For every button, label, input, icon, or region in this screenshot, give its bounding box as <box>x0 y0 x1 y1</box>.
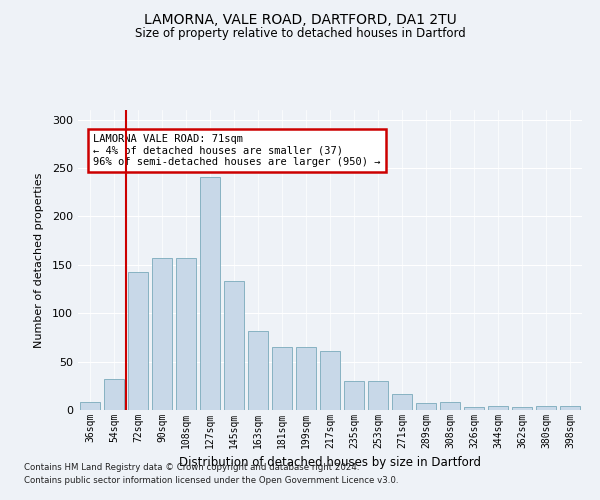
Bar <box>320 351 340 410</box>
Bar <box>416 403 436 410</box>
Bar <box>536 406 556 410</box>
X-axis label: Distribution of detached houses by size in Dartford: Distribution of detached houses by size … <box>179 456 481 469</box>
Bar <box>440 402 460 410</box>
Text: LAMORNA VALE ROAD: 71sqm
← 4% of detached houses are smaller (37)
96% of semi-de: LAMORNA VALE ROAD: 71sqm ← 4% of detache… <box>93 134 380 167</box>
Text: Contains HM Land Registry data © Crown copyright and database right 2024.: Contains HM Land Registry data © Crown c… <box>24 464 359 472</box>
Bar <box>560 406 580 410</box>
Bar <box>488 406 508 410</box>
Bar <box>104 379 124 410</box>
Text: Size of property relative to detached houses in Dartford: Size of property relative to detached ho… <box>134 28 466 40</box>
Bar <box>224 282 244 410</box>
Bar <box>200 177 220 410</box>
Bar <box>392 394 412 410</box>
Bar <box>248 330 268 410</box>
Text: Contains public sector information licensed under the Open Government Licence v3: Contains public sector information licen… <box>24 476 398 485</box>
Bar <box>176 258 196 410</box>
Bar <box>80 402 100 410</box>
Bar <box>512 407 532 410</box>
Bar <box>128 272 148 410</box>
Bar <box>152 258 172 410</box>
Y-axis label: Number of detached properties: Number of detached properties <box>34 172 44 348</box>
Bar <box>344 381 364 410</box>
Bar <box>464 407 484 410</box>
Bar <box>296 347 316 410</box>
Text: LAMORNA, VALE ROAD, DARTFORD, DA1 2TU: LAMORNA, VALE ROAD, DARTFORD, DA1 2TU <box>143 12 457 26</box>
Bar <box>368 381 388 410</box>
Bar <box>272 347 292 410</box>
